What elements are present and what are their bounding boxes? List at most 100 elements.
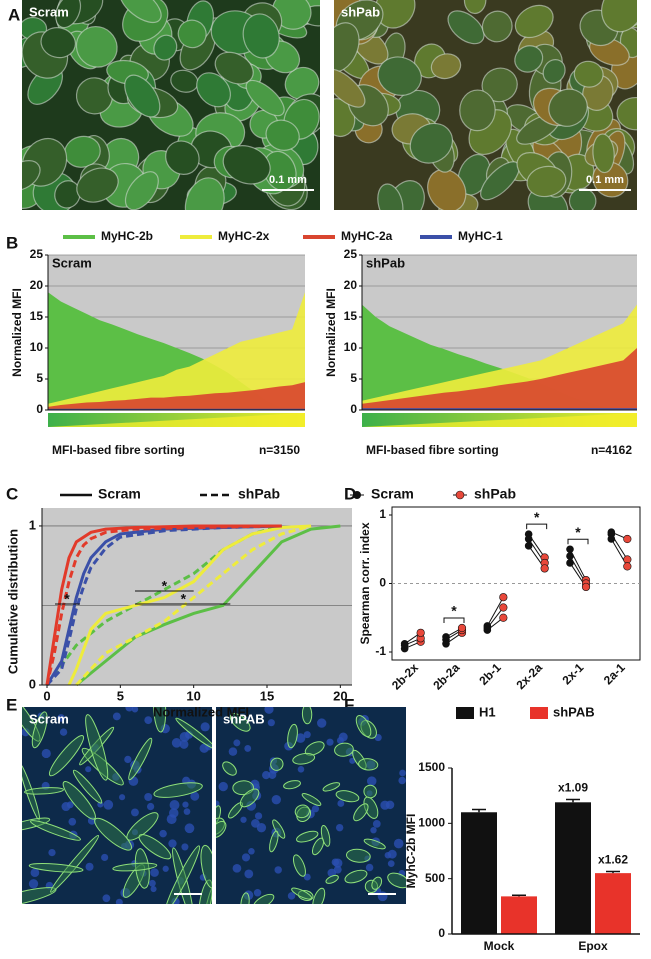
nucleus <box>384 851 392 859</box>
x-tick-label: 10 <box>186 688 200 703</box>
nucleus <box>233 739 241 747</box>
myotube <box>222 761 237 776</box>
fibre <box>334 22 360 73</box>
nucleus <box>327 868 337 878</box>
point <box>400 639 409 648</box>
nucleus <box>271 795 281 805</box>
point <box>566 545 574 554</box>
micrograph <box>216 707 406 904</box>
fibre <box>601 0 637 33</box>
myotube <box>301 707 313 725</box>
nucleus <box>338 732 348 742</box>
y-tick-label: 20 <box>344 278 358 292</box>
area <box>48 292 305 410</box>
error-bar <box>566 798 580 803</box>
myotube <box>283 780 301 790</box>
nucleus <box>131 707 139 713</box>
nucleus <box>119 794 126 801</box>
myotube <box>301 793 322 806</box>
nucleus <box>333 858 343 868</box>
legend-label: H1 <box>479 704 496 719</box>
fibre <box>55 0 82 29</box>
sort-wedge <box>362 413 637 427</box>
nucleus <box>393 838 404 849</box>
y-axis-label: Cumulative distribution <box>5 529 20 674</box>
fibre <box>481 10 513 43</box>
point <box>524 535 533 543</box>
fibre <box>427 168 467 210</box>
nucleus <box>365 863 374 872</box>
nucleus <box>57 714 65 722</box>
nucleus <box>85 862 94 871</box>
legend-swatch <box>353 491 361 499</box>
point <box>442 633 450 641</box>
myotube <box>62 781 96 820</box>
fibre <box>459 89 496 132</box>
fibre <box>222 145 271 185</box>
nucleus <box>232 863 242 873</box>
cdf-line <box>75 524 341 687</box>
fibre <box>272 0 312 30</box>
myotube <box>334 742 354 757</box>
y-tick-label: 0 <box>29 676 36 691</box>
nucleus <box>366 776 377 786</box>
fibre <box>214 51 254 85</box>
fibre <box>334 68 366 108</box>
myotube <box>152 707 167 733</box>
fibre <box>592 133 615 174</box>
nucleus <box>200 722 210 732</box>
x-tick-label: 2b-2a <box>430 660 462 692</box>
texture <box>216 707 406 904</box>
nucleus <box>303 873 311 881</box>
sig-star: * <box>181 591 187 607</box>
fibre <box>76 167 119 203</box>
x-tick-label: 0 <box>43 688 50 703</box>
nucleus <box>267 719 275 727</box>
point <box>581 582 591 592</box>
nucleus <box>144 793 153 802</box>
myotube <box>200 844 212 889</box>
texture <box>334 0 637 210</box>
y-tick-label: 25 <box>344 247 358 261</box>
myotube <box>296 830 319 843</box>
myotube <box>28 863 84 873</box>
x-tick-label: 20 <box>333 688 347 703</box>
y-tick-label: 0 <box>350 402 357 416</box>
image-label: shPAB <box>223 711 265 726</box>
x-tick-label: 2a-1 <box>601 660 628 687</box>
x-axis-label: MFI-based fibre sorting <box>366 443 499 457</box>
fibre <box>184 177 225 210</box>
nucleus <box>335 823 344 832</box>
legend-label: MyHC-2a <box>341 229 393 243</box>
nucleus <box>102 894 111 903</box>
nucleus <box>385 800 395 810</box>
x-tick-label: 15 <box>260 688 274 703</box>
legend-label: shPAB <box>553 704 595 719</box>
myotube <box>30 820 81 841</box>
myotube <box>229 713 251 732</box>
legend-label: MyHC-2b <box>101 229 153 243</box>
nucleus <box>171 738 182 748</box>
panel-label: F <box>344 695 354 714</box>
nucleus <box>398 776 406 785</box>
myotube <box>344 869 368 884</box>
nucleus <box>150 885 157 893</box>
myotube <box>175 717 212 749</box>
nucleus <box>166 814 177 825</box>
legend-label: shPab <box>238 486 280 502</box>
y-tick-label: 15 <box>344 309 358 323</box>
myotube <box>358 758 379 771</box>
y-tick-label: 1 <box>29 517 36 532</box>
myotube <box>355 714 372 738</box>
legend-label: shPab <box>474 486 516 502</box>
y-tick-label: -1 <box>375 644 386 658</box>
myotube <box>216 820 227 839</box>
myotube <box>48 735 85 777</box>
legend-label: Scram <box>98 486 141 502</box>
myotube <box>292 854 306 877</box>
image-label: shPab <box>341 4 380 19</box>
fibre <box>119 0 162 24</box>
myotube <box>345 848 371 863</box>
nucleus <box>85 766 92 773</box>
sig-star: * <box>64 591 70 607</box>
